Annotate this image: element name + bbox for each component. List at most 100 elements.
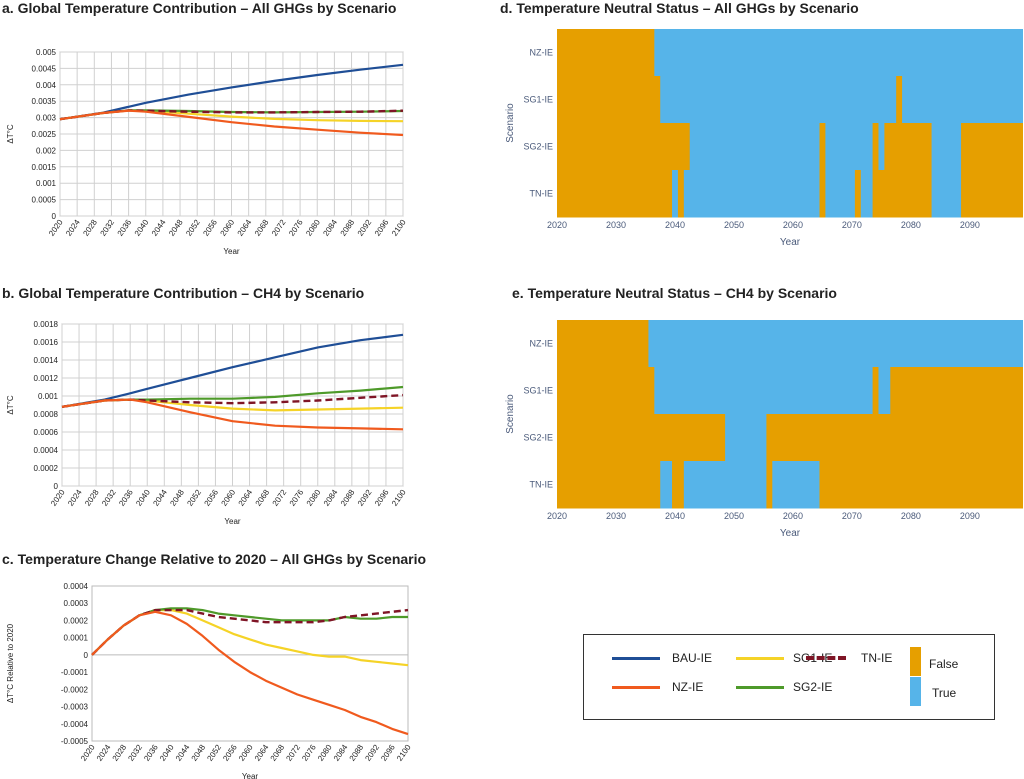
chart-a-x-tick-label: 2056 [201, 218, 219, 238]
chart-b-x-tick-label: 2080 [305, 488, 323, 508]
chart-a-x-tick-label: 2040 [133, 218, 151, 238]
chart-b-y-tick-label: 0.0012 [34, 374, 59, 383]
chart-c-y-tick-label: -0.0005 [61, 737, 89, 746]
chart-b-y-tick-label: 0.0016 [34, 338, 59, 347]
chart-e-cell-false-sg1-ie [557, 367, 655, 415]
chart-d-row-label: SG1-IE [523, 95, 553, 105]
chart-c-x-tick-label: 2100 [395, 743, 413, 763]
chart-b-x-tick-label: 2096 [373, 488, 391, 508]
legend-swatch-false [910, 647, 921, 676]
legend-label-tn: TN-IE [861, 651, 893, 665]
chart-d-row-label: TN-IE [530, 189, 554, 199]
chart-a-series-nz-ie [59, 109, 404, 137]
chart-e-cell-false-nz-ie [557, 320, 649, 368]
chart-d-cell-false-sg1-ie [896, 76, 903, 124]
chart-c-x-tick-label: 2084 [332, 743, 350, 763]
chart-d-cell-false-tn-ie [961, 170, 1023, 218]
chart-a: 0 0.0005 0.001 0.0015 0.002 0.0025 0.003 0.0035… [6, 48, 408, 256]
chart-d-cell-false-sg2-ie [884, 123, 932, 171]
chart-b-y-tick-label: 0 [54, 482, 59, 491]
chart-d-x-axis-label: Year [780, 237, 801, 248]
chart-a-x-tick-label: 2064 [236, 218, 254, 238]
chart-b-y-tick-label: 0.0004 [34, 446, 59, 455]
chart-b-x-tick-label: 2068 [254, 488, 272, 508]
chart-b-y-tick-label: 0.0008 [34, 410, 59, 419]
chart-a-x-tick-label: 2084 [321, 218, 339, 238]
chart-b-x-tick-label: 2088 [339, 488, 357, 508]
chart-b-x-axis-label: Year [224, 517, 241, 526]
chart-d-x-tick-label: 2020 [547, 220, 567, 230]
chart-d-x-tick-label: 2050 [724, 220, 744, 230]
chart-c-x-tick-label: 2068 [269, 743, 287, 763]
chart-d-row-label: NZ-IE [530, 48, 554, 58]
chart-c-x-tick-label: 2036 [142, 743, 160, 763]
chart-a-title: a. Global Temperature Contribution – All… [2, 0, 397, 16]
chart-b-series-bau-ie [61, 333, 404, 408]
chart-d-x-tick-label: 2080 [901, 220, 921, 230]
chart-a-y-tick-label: 0.004 [36, 81, 57, 90]
chart-a-x-tick-label: 2088 [339, 218, 357, 238]
chart-e-cell-false-tn-ie [557, 461, 661, 509]
chart-b-y-tick-label: 0.001 [38, 392, 59, 401]
chart-c-series-nz-ie [91, 610, 409, 736]
chart-c-y-tick-label: 0.0003 [64, 599, 89, 608]
chart-d-cell-false-sg2-ie [961, 123, 1023, 171]
chart-b-x-tick-label: 2084 [322, 488, 340, 508]
chart-c-y-tick-label: 0 [84, 651, 89, 660]
chart-c-x-tick-label: 2056 [221, 743, 239, 763]
chart-a-x-tick-label: 2080 [304, 218, 322, 238]
chart-c-x-tick-label: 2052 [205, 743, 223, 763]
chart-d-cell-false-nz-ie [557, 29, 655, 77]
chart-c-x-tick-label: 2028 [111, 743, 129, 763]
chart-e-cell-false-sg1-ie [872, 367, 879, 415]
chart-c-y-tick-label: -0.0001 [61, 668, 89, 677]
legend-line-sg2 [736, 686, 784, 689]
chart-a-x-tick-label: 2020 [47, 218, 65, 238]
chart-e-title: e. Temperature Neutral Status – CH4 by S… [512, 285, 837, 301]
chart-a-y-axis-label: ΔT°C [6, 124, 15, 143]
chart-e-cell-false-tn-ie [672, 461, 684, 509]
chart-e-row-label: TN-IE [530, 480, 554, 490]
chart-d-y-axis-label: Scenario [505, 103, 516, 143]
chart-b-x-tick-label: 2052 [185, 488, 203, 508]
chart-a-x-tick-label: 2052 [184, 218, 202, 238]
legend-swatch-true [910, 677, 921, 706]
chart-d-x-tick-label: 2070 [842, 220, 862, 230]
chart-c-x-tick-label: 2088 [348, 743, 366, 763]
chart-d: NZ-IE SG1-IE SG2-IE TN-IE 2020 2030 2040 2050 20… [505, 29, 1023, 248]
chart-b-x-tick-label: 2092 [356, 488, 374, 508]
chart-d-x-tick-label: 2030 [606, 220, 626, 230]
chart-b-x-tick-label: 2024 [66, 488, 84, 508]
chart-b-x-tick-label: 2044 [151, 488, 169, 508]
chart-a-y-tick-label: 0.001 [36, 179, 57, 188]
chart-c-x-tick-label: 2096 [379, 743, 397, 763]
chart-c-x-tick-label: 2040 [158, 743, 176, 763]
chart-b-x-tick-label: 2020 [49, 488, 67, 508]
chart-d-cell-false-tn-ie [819, 170, 826, 218]
legend-label-bau: BAU-IE [672, 651, 713, 665]
chart-c-x-tick-label: 2072 [284, 743, 302, 763]
chart-b-y-tick-label: 0.0014 [34, 356, 59, 365]
chart-c-y-tick-label: 0.0002 [64, 616, 89, 625]
chart-c-y-tick-label: 0.0004 [64, 582, 89, 591]
chart-c-x-tick-label: 2076 [300, 743, 318, 763]
legend-line-bau [612, 657, 660, 660]
chart-c-y-tick-label: -0.0003 [61, 703, 89, 712]
chart-a-y-tick-label: 0.0015 [32, 163, 57, 172]
chart-a-y-tick-label: 0.005 [36, 48, 57, 57]
chart-c-y-tick-label: -0.0002 [61, 685, 89, 694]
chart-a-y-tick-label: 0.0005 [32, 196, 57, 205]
chart-b-y-tick-label: 0.0002 [34, 464, 59, 473]
legend-line-nz [612, 686, 660, 689]
chart-e-row-label: SG1-IE [523, 386, 553, 396]
legend-label-sg2: SG2-IE [793, 680, 833, 694]
chart-d-cell-false-tn-ie [557, 170, 673, 218]
chart-b-x-tick-label: 2048 [168, 488, 186, 508]
chart-a-x-axis-label: Year [223, 247, 240, 256]
chart-b-y-tick-label: 0.0018 [34, 320, 59, 329]
chart-e-y-axis-label: Scenario [505, 394, 516, 434]
chart-e-cell-false-tn-ie [819, 461, 1023, 509]
chart-c-y-axis-label: ΔT°C Relative to 2020 [6, 623, 15, 703]
chart-b-y-tick-label: 0.0006 [34, 428, 59, 437]
chart-a-x-tick-label: 2096 [373, 218, 391, 238]
